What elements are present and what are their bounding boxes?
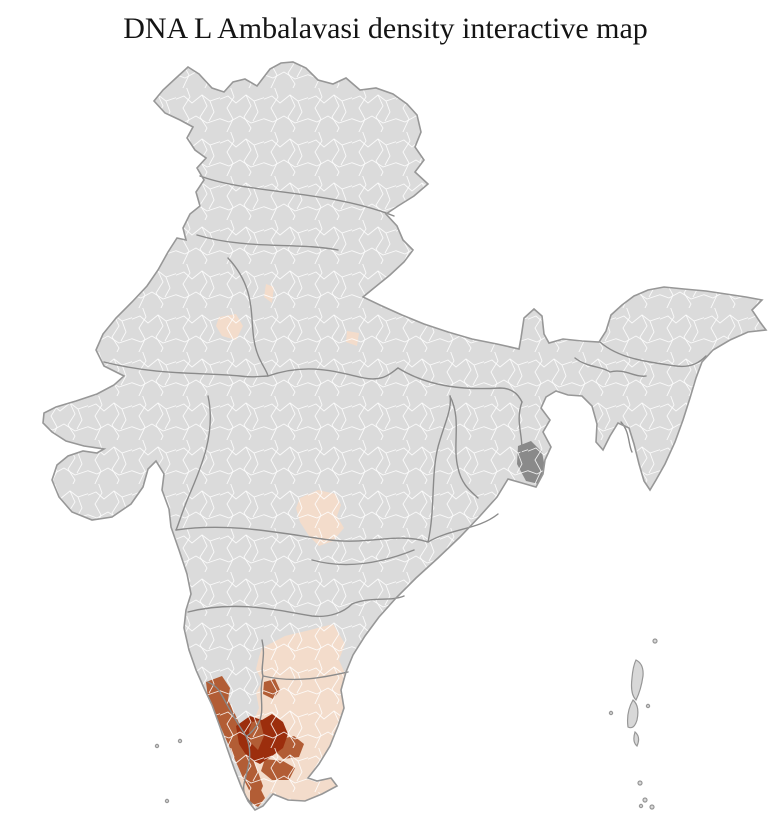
island-dot-west[interactable] (164, 798, 170, 804)
island-dot[interactable] (642, 797, 648, 803)
island-dot[interactable] (649, 804, 655, 810)
island-dot[interactable] (608, 710, 614, 716)
island-chain-south[interactable] (633, 730, 640, 747)
state-boundaries (103, 175, 707, 805)
island-dot[interactable] (637, 780, 643, 786)
island-dot[interactable] (645, 703, 651, 709)
page-title: DNA L Ambalavasi density interactive map (123, 12, 648, 45)
island-groups[interactable] (154, 638, 658, 810)
island-dot[interactable] (638, 803, 644, 809)
island-chain-middle[interactable] (626, 699, 639, 729)
island-dot[interactable] (652, 638, 658, 644)
island-dot-west[interactable] (177, 738, 183, 744)
district-borders-overlay (43, 62, 766, 810)
island-chain-main[interactable] (630, 659, 644, 702)
island-dot-west[interactable] (154, 743, 160, 749)
